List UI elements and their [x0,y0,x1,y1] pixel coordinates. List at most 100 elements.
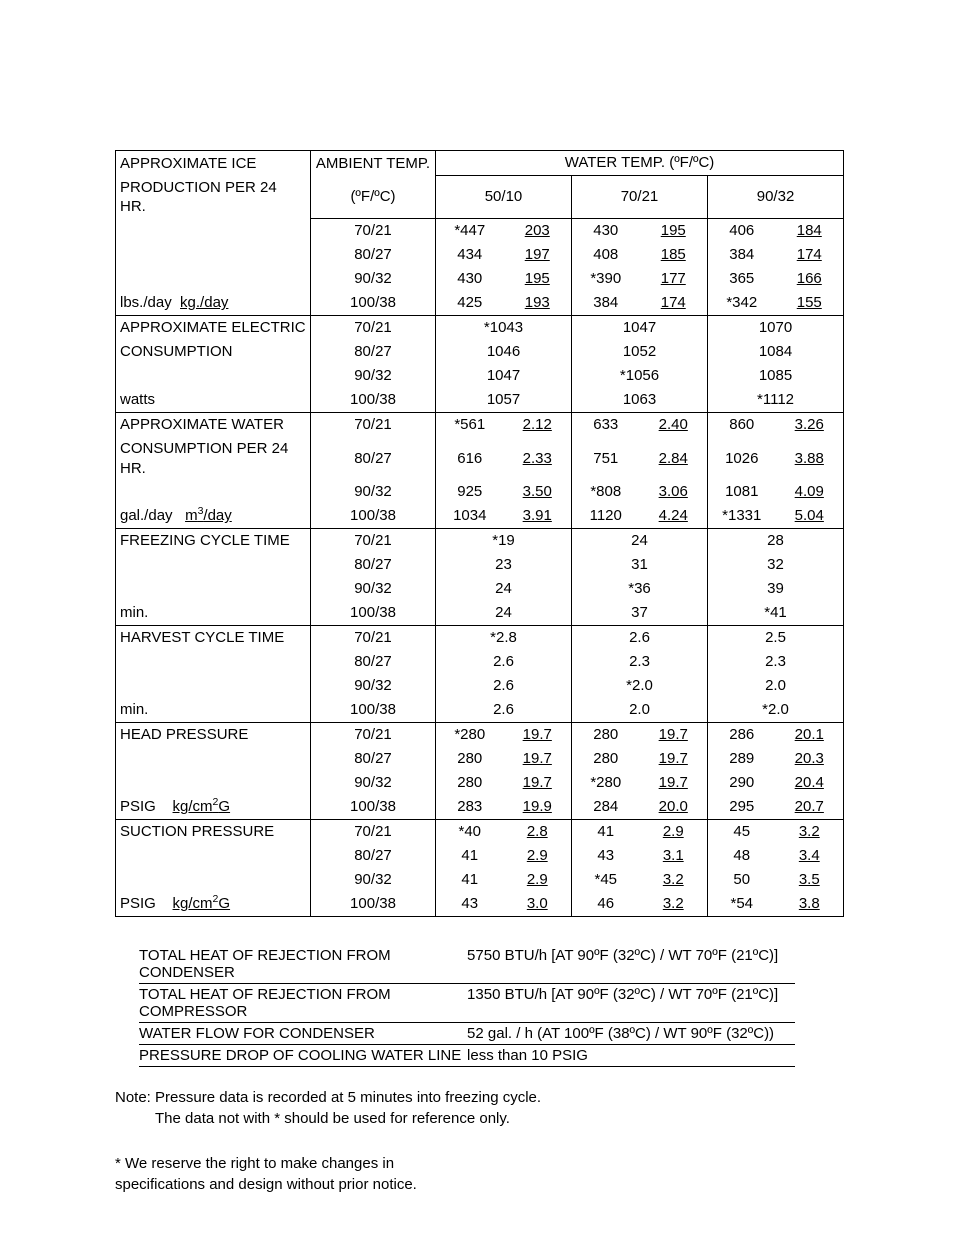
water-units: gal./day m3/day [116,504,311,529]
ambient-units: (ºF/ºC) [311,176,436,219]
secondary-label: WATER FLOW FOR CONDENSER [139,1025,467,1042]
water-title-1: APPROXIMATE WATER [116,413,311,438]
cell: 860 [708,413,776,438]
suction-title: SUCTION PRESSURE [116,820,311,845]
cell: 23 [436,553,572,577]
ambient-row: 90/32 [311,364,436,388]
cell: *1056 [572,364,708,388]
cell: 166 [776,267,844,291]
cell: 751 [572,437,640,480]
cell: 1057 [436,388,572,413]
cell: 2.6 [436,698,572,723]
cell: *40 [436,820,504,845]
cell: 2.33 [504,437,572,480]
cell: 384 [708,243,776,267]
cell: 20.1 [776,723,844,748]
ambient-row: 80/27 [311,437,436,480]
cell: *2.8 [436,626,572,651]
ambient-row: 70/21 [311,413,436,438]
cell: 203 [504,219,572,244]
cell: 2.8 [504,820,572,845]
cell: 155 [776,291,844,316]
cell: 2.9 [640,820,708,845]
cell: 43 [436,892,504,917]
cell: 2.3 [572,650,708,674]
ambient-row: 90/32 [311,267,436,291]
note-line: specifications and design without prior … [115,1176,844,1193]
cell: 193 [504,291,572,316]
freeze-units: min. [116,601,311,626]
cell: 195 [504,267,572,291]
cell: 4.24 [640,504,708,529]
ambient-row: 90/32 [311,674,436,698]
ambient-row: 80/27 [311,340,436,364]
spec-table: APPROXIMATE ICE AMBIENT TEMP. WATER TEMP… [115,150,844,917]
note-line: The data not with * should be used for r… [115,1110,844,1127]
head-title: HEAD PRESSURE [116,723,311,748]
cell: 19.7 [640,771,708,795]
cell: 4.09 [776,480,844,504]
cell: 2.5 [708,626,844,651]
cell: 1052 [572,340,708,364]
note-line: * We reserve the right to make changes i… [115,1155,844,1172]
water-col-2: 90/32 [708,176,844,219]
cell: 177 [640,267,708,291]
ambient-row: 100/38 [311,892,436,917]
cell: 280 [436,747,504,771]
cell: 1120 [572,504,640,529]
cell: 430 [572,219,640,244]
cell: 3.88 [776,437,844,480]
cell: 24 [436,601,572,626]
cell: *1331 [708,504,776,529]
cell: 3.8 [776,892,844,917]
cell: 39 [708,577,844,601]
cell: 41 [436,868,504,892]
cell: 41 [572,820,640,845]
ambient-label: AMBIENT TEMP. [311,151,436,176]
cell: 3.06 [640,480,708,504]
cell: 616 [436,437,504,480]
water-col-1: 70/21 [572,176,708,219]
cell: 2.6 [572,626,708,651]
ambient-row: 80/27 [311,243,436,267]
cell: 1034 [436,504,504,529]
cell: 434 [436,243,504,267]
cell: 32 [708,553,844,577]
cell: 2.6 [436,674,572,698]
cell: 19.7 [504,723,572,748]
cell: *808 [572,480,640,504]
cell: 31 [572,553,708,577]
cell: 41 [436,844,504,868]
cell: 289 [708,747,776,771]
cell: 284 [572,795,640,820]
secondary-value: 52 gal. / h (AT 100ºF (38ºC) / WT 90ºF (… [467,1025,795,1042]
cell: 2.0 [572,698,708,723]
cell: 1026 [708,437,776,480]
secondary-value: less than 10 PSIG [467,1047,795,1064]
cell: 197 [504,243,572,267]
cell: 46 [572,892,640,917]
cell: *390 [572,267,640,291]
cell: 3.91 [504,504,572,529]
cell: 195 [640,219,708,244]
cell: 3.2 [640,868,708,892]
cell: 3.5 [776,868,844,892]
cell: 925 [436,480,504,504]
electric-title-1: APPROXIMATE ELECTRIC [116,316,311,341]
cell: 28 [708,529,844,554]
ambient-row: 70/21 [311,626,436,651]
ambient-row: 100/38 [311,698,436,723]
secondary-row: PRESSURE DROP OF COOLING WATER LINE less… [139,1045,795,1067]
secondary-value: 5750 BTU/h [AT 90ºF (32ºC) / WT 70ºF (21… [467,947,795,981]
water-col-0: 50/10 [436,176,572,219]
cell: *447 [436,219,504,244]
cell: 3.4 [776,844,844,868]
cell: 24 [572,529,708,554]
secondary-label: TOTAL HEAT OF REJECTION FROM COMPRESSOR [139,986,467,1020]
cell: *1043 [436,316,572,341]
freeze-title: FREEZING CYCLE TIME [116,529,311,554]
cell: 1047 [572,316,708,341]
secondary-row: TOTAL HEAT OF REJECTION FROM CONDENSER 5… [139,945,795,984]
cell: 1081 [708,480,776,504]
cell: 2.40 [640,413,708,438]
